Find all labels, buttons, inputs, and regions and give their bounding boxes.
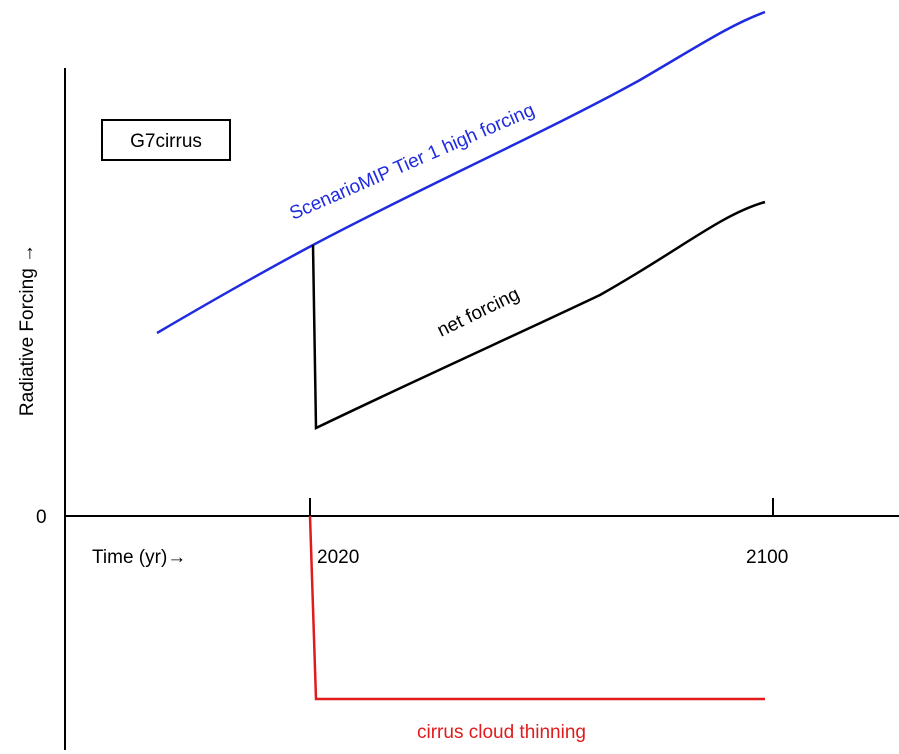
zero-label: 0 bbox=[36, 507, 47, 528]
cirrus-thinning-curve bbox=[308, 515, 765, 701]
tick-2100-label: 2100 bbox=[746, 547, 788, 568]
y-axis-label: Radiative Forcing → bbox=[17, 244, 38, 416]
scenario-curve-label: ScenarioMIP Tier 1 high forcing bbox=[287, 100, 538, 225]
net-curve-label: net forcing bbox=[434, 284, 523, 342]
scenario-forcing-curve bbox=[156, 10, 766, 335]
experiment-label: G7cirrus bbox=[130, 131, 202, 152]
tick-2020-label: 2020 bbox=[317, 547, 359, 568]
net-forcing-curve bbox=[311, 200, 766, 430]
experiment-box bbox=[101, 119, 231, 161]
x-axis-label: Time (yr)→ bbox=[92, 547, 186, 568]
cirrus-curve-label: cirrus cloud thinning bbox=[417, 722, 586, 743]
